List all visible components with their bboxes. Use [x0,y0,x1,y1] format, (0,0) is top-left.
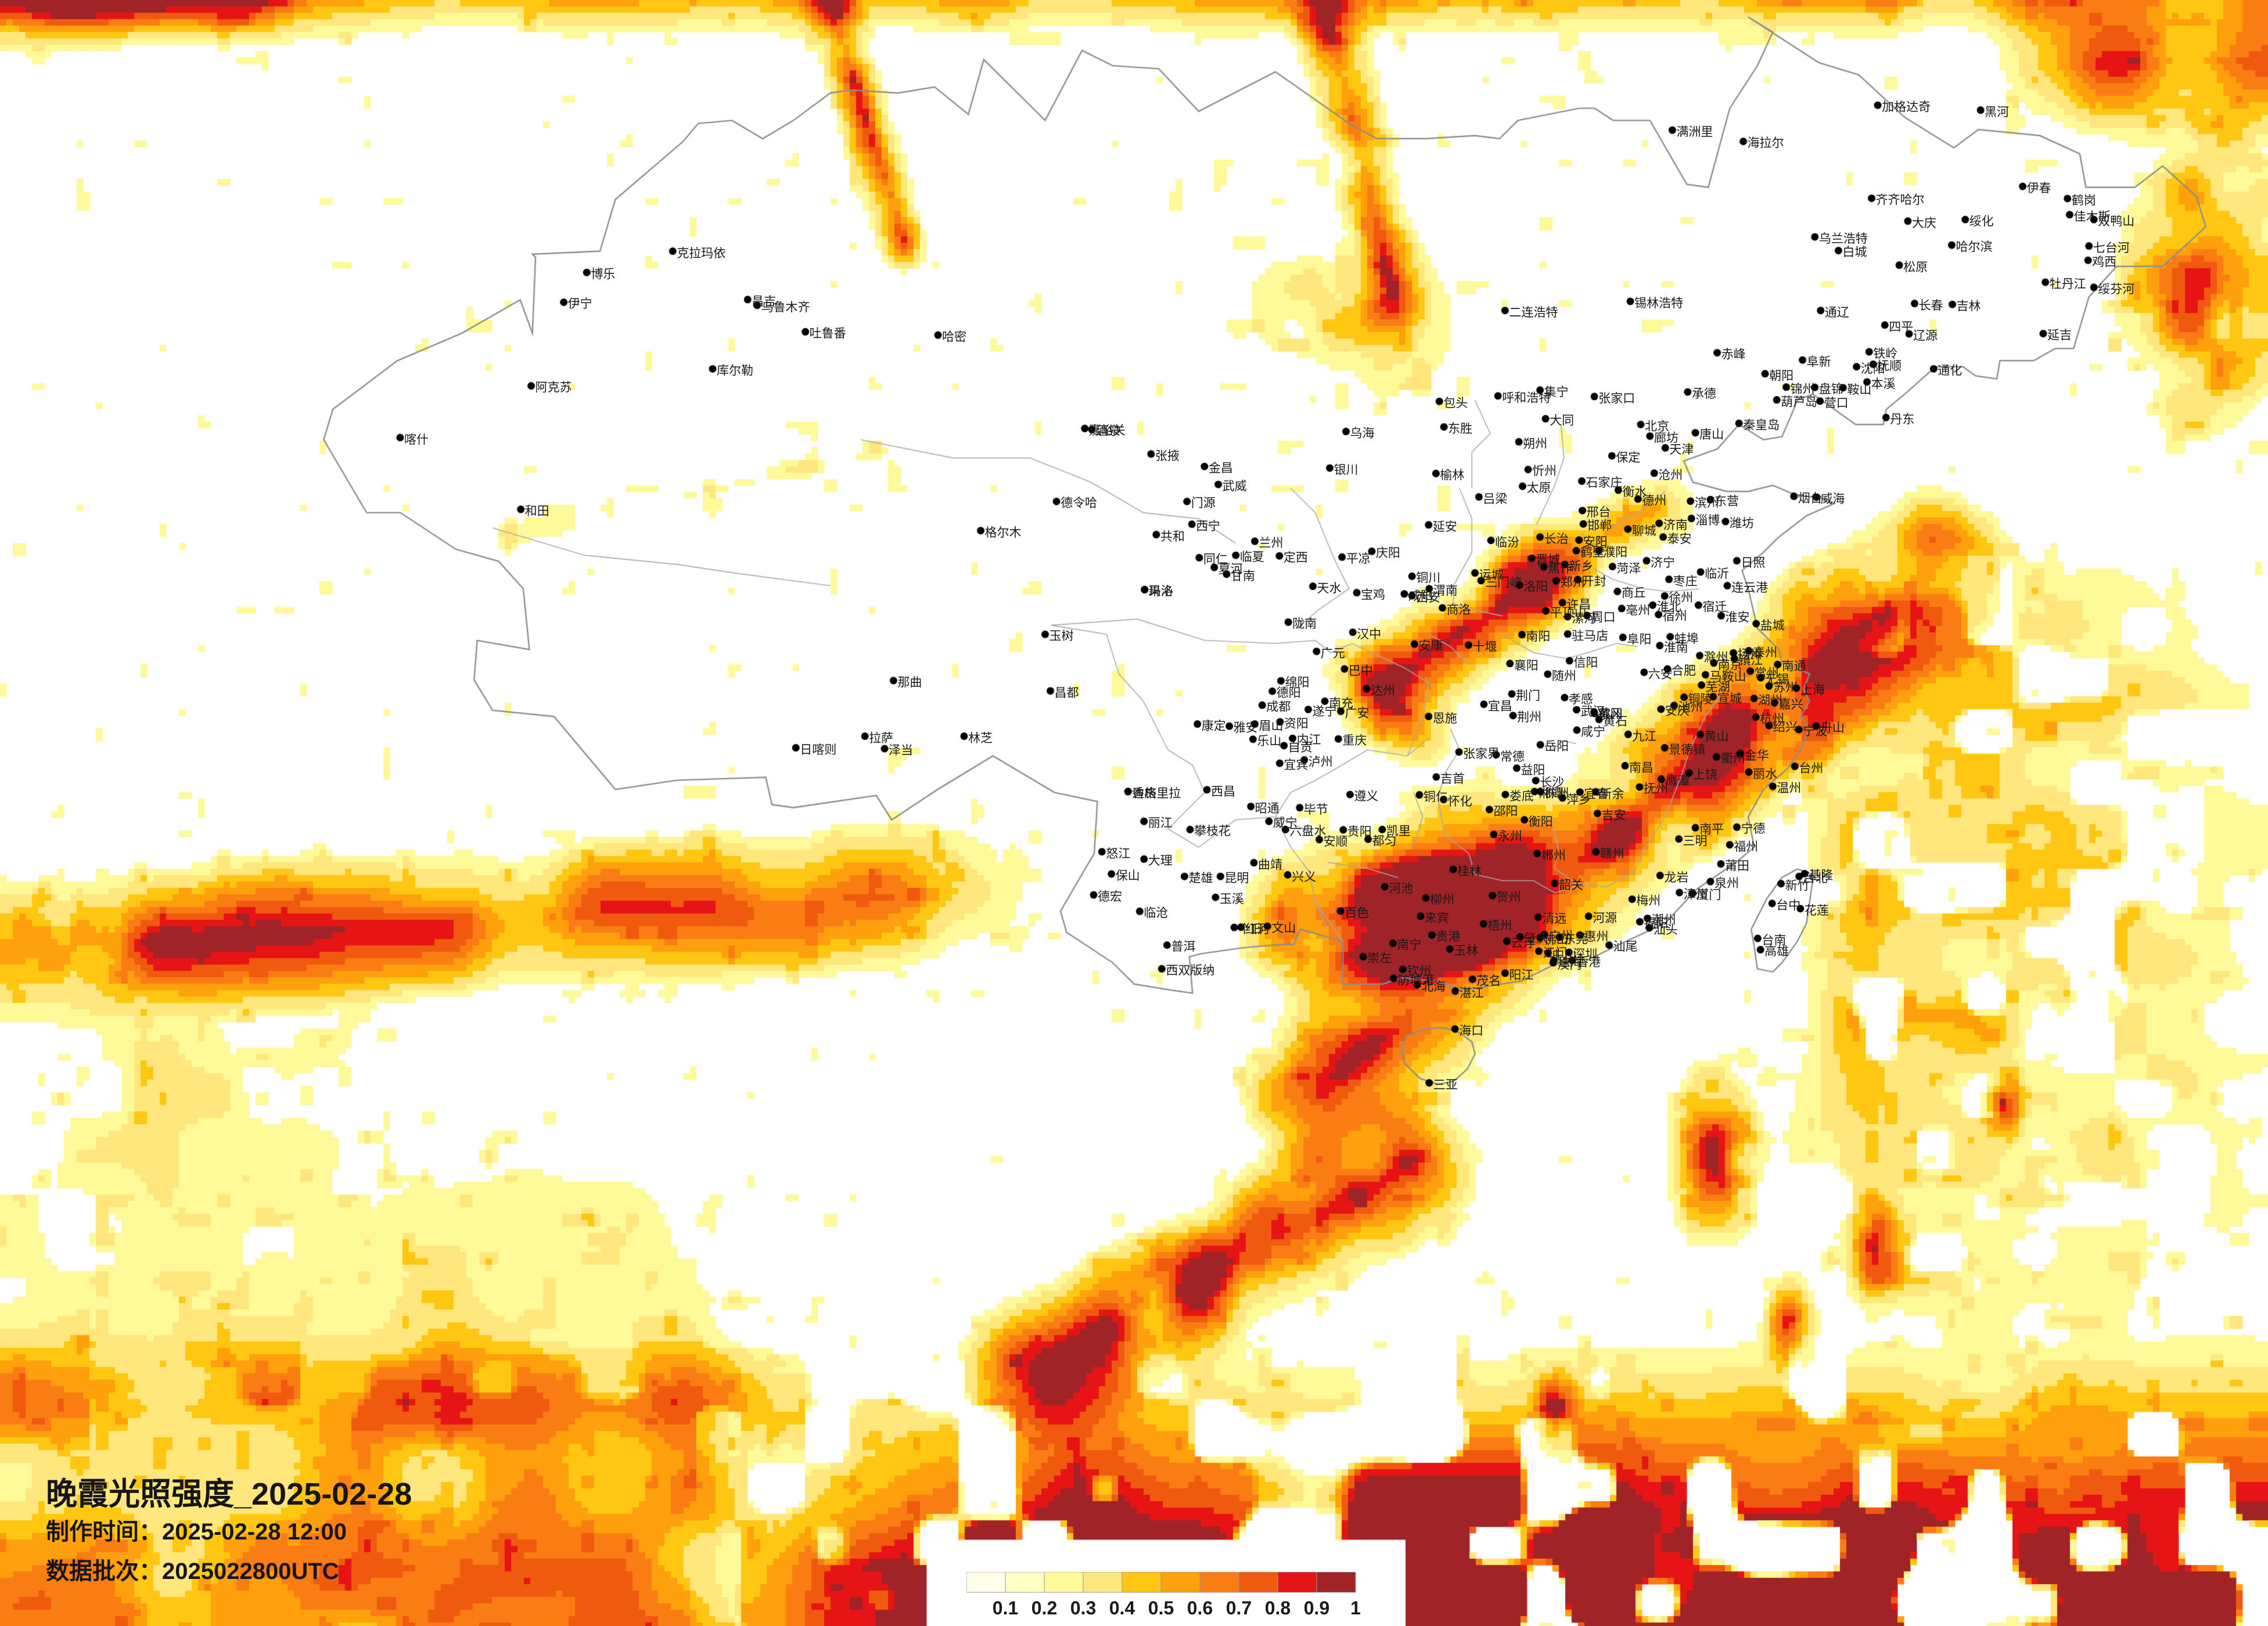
svg-text:0.4: 0.4 [1109,1598,1135,1618]
svg-text:0.8: 0.8 [1265,1598,1291,1618]
svg-text:0.9: 0.9 [1304,1598,1329,1618]
svg-text:0.6: 0.6 [1187,1598,1213,1618]
svg-text:0.7: 0.7 [1226,1598,1252,1618]
svg-text:0.3: 0.3 [1070,1598,1096,1618]
svg-text:0.5: 0.5 [1148,1598,1174,1618]
svg-text:0.1: 0.1 [993,1598,1018,1618]
svg-text:0.2: 0.2 [1031,1598,1057,1618]
svg-text:1: 1 [1350,1598,1361,1618]
